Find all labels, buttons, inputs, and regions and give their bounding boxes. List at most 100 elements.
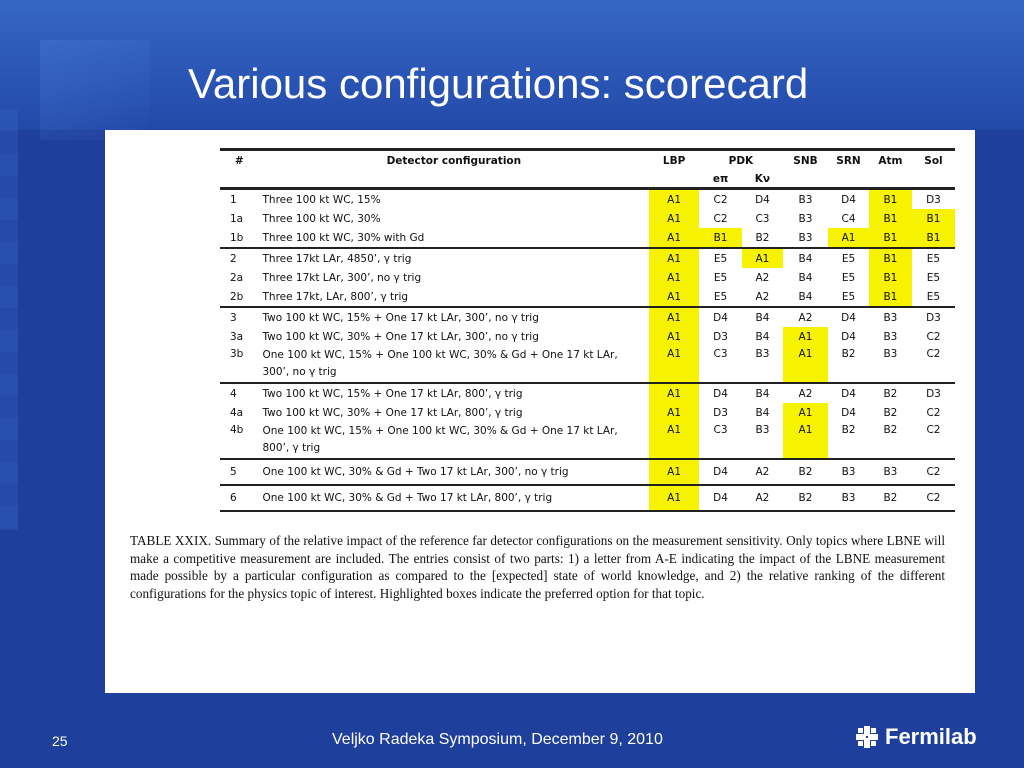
cell-sol: C2 xyxy=(911,459,955,486)
cell-pdk-knu: A2 xyxy=(755,271,770,284)
cell-srn: D4 xyxy=(841,406,856,419)
cell-pdk-knu: C3 xyxy=(755,212,770,225)
slide-title: Various configurations: scorecard xyxy=(188,60,809,107)
row-id: 6 xyxy=(220,484,259,512)
row-id: 4 xyxy=(230,387,237,400)
cell-srn: B2 xyxy=(828,346,869,384)
cell-pdk-knu: B3 xyxy=(742,346,783,384)
row-config: Three 100 kt WC, 30% xyxy=(262,212,381,225)
header-blank xyxy=(220,170,259,190)
cell-lbp: A1 xyxy=(649,248,700,268)
cell-sol: B1 xyxy=(911,228,955,249)
cell-snb: B4 xyxy=(782,287,829,308)
cell-sol: D3 xyxy=(926,193,941,206)
cell-atm: B2 xyxy=(883,387,898,400)
header-srn: SRN xyxy=(828,148,869,170)
cell-snb: A1 xyxy=(782,403,829,422)
cell-pdk-knu: A2 xyxy=(742,287,783,308)
cell-sol: E5 xyxy=(911,287,955,308)
cell-sol: C2 xyxy=(926,406,941,419)
table-row: 2 Three 17kt LAr, 4850’, γ trig A1 E5 A1… xyxy=(220,248,955,268)
cell-pdk-epi: E5 xyxy=(699,287,743,308)
row-id: 2a xyxy=(230,271,244,284)
cell-pdk-epi: D4 xyxy=(713,387,728,400)
header-blank xyxy=(258,170,650,190)
cell-sol: C2 xyxy=(926,330,941,343)
cell-sol: D3 xyxy=(926,311,941,324)
cell-atm: B1 xyxy=(868,188,912,209)
cell-srn: D4 xyxy=(841,193,856,206)
table-caption: TABLE XXIX. Summary of the relative impa… xyxy=(130,533,945,601)
header-pdk-knu: Kν xyxy=(742,170,783,190)
table-row: 2a Three 17kt LAr, 300’, no γ trig A1 E5… xyxy=(220,268,955,287)
header-blank xyxy=(782,170,829,190)
table-row: 1a Three 100 kt WC, 30% A1 C2 C3 B3 C4 B… xyxy=(220,209,955,228)
page-number: 25 xyxy=(52,733,68,749)
cell-srn: E5 xyxy=(841,271,856,284)
cell-pdk-epi: D4 xyxy=(699,484,743,512)
cell-pdk-knu: A2 xyxy=(742,484,783,512)
header-blank xyxy=(911,170,955,190)
cell-lbp: A1 xyxy=(649,346,700,384)
header-blank xyxy=(649,170,700,190)
row-id: 5 xyxy=(220,459,259,486)
cell-atm: B3 xyxy=(868,459,912,486)
cell-pdk-epi: C2 xyxy=(713,193,728,206)
cell-pdk-epi: D3 xyxy=(713,330,728,343)
cell-sol: E5 xyxy=(926,271,941,284)
row-config: Three 17kt LAr, 300’, no γ trig xyxy=(262,271,422,284)
header-pdk-epi: eπ xyxy=(699,170,743,190)
cell-srn: B3 xyxy=(828,484,869,512)
row-id: 1a xyxy=(230,212,244,225)
row-id: 4a xyxy=(230,406,244,419)
table-row: 3 Two 100 kt WC, 15% + One 17 kt LAr, 30… xyxy=(220,307,955,327)
cell-atm: B2 xyxy=(883,406,898,419)
cell-pdk-epi: E5 xyxy=(713,252,728,265)
table-row: 6 One 100 kt WC, 30% & Gd + Two 17 kt LA… xyxy=(220,484,955,512)
header-atm: Atm xyxy=(868,148,912,170)
cell-lbp: A1 xyxy=(649,268,700,287)
footer-text: Veljko Radeka Symposium, December 9, 201… xyxy=(332,731,663,748)
cell-lbp: A1 xyxy=(649,287,700,308)
cell-pdk-epi: B1 xyxy=(699,228,743,249)
table-row: 2b Three 17kt, LAr, 800’, γ trig A1 E5 A… xyxy=(220,287,955,308)
row-config: One 100 kt WC, 30% & Gd + Two 17 kt LAr,… xyxy=(258,484,650,512)
fermilab-logo: Fermilab xyxy=(855,724,977,750)
cell-srn: B2 xyxy=(828,422,869,460)
cell-atm: B2 xyxy=(868,422,912,460)
cell-snb: A1 xyxy=(782,327,829,346)
table-row: 5 One 100 kt WC, 30% & Gd + Two 17 kt LA… xyxy=(220,459,955,486)
cell-pdk-epi: D4 xyxy=(699,459,743,486)
cell-lbp: A1 xyxy=(649,307,700,327)
header-lbp: LBP xyxy=(649,148,700,170)
cell-atm: B1 xyxy=(868,209,912,228)
row-id: 2b xyxy=(220,287,259,308)
table-row: 4 Two 100 kt WC, 15% + One 17 kt LAr, 80… xyxy=(220,383,955,403)
cell-atm: B1 xyxy=(868,268,912,287)
cell-srn: D4 xyxy=(841,311,856,324)
row-id: 1 xyxy=(230,193,237,206)
cell-pdk-knu: B2 xyxy=(742,228,783,249)
cell-snb: B3 xyxy=(798,193,813,206)
row-config: Two 100 kt WC, 15% + One 17 kt LAr, 800’… xyxy=(262,387,523,400)
cell-pdk-epi: D3 xyxy=(713,406,728,419)
cell-pdk-knu: D4 xyxy=(755,193,770,206)
row-id: 2 xyxy=(230,252,237,265)
cell-pdk-knu: A2 xyxy=(742,459,783,486)
cell-snb: A2 xyxy=(798,311,813,324)
cell-atm: B2 xyxy=(868,484,912,512)
cell-snb: A1 xyxy=(782,346,829,384)
cell-snb: B2 xyxy=(782,459,829,486)
row-config: One 100 kt WC, 15% + One 100 kt WC, 30% … xyxy=(258,346,650,384)
cell-srn: C4 xyxy=(841,212,856,225)
cell-lbp: A1 xyxy=(649,422,700,460)
header-sol: Sol xyxy=(911,148,955,170)
logo-text: Fermilab xyxy=(885,724,977,749)
table-row: 4b One 100 kt WC, 15% + One 100 kt WC, 3… xyxy=(220,422,955,460)
cell-pdk-epi: E5 xyxy=(713,271,728,284)
cell-pdk-knu: B3 xyxy=(742,422,783,460)
table-row: 3b One 100 kt WC, 15% + One 100 kt WC, 3… xyxy=(220,346,955,384)
row-config: Three 100 kt WC, 15% xyxy=(262,193,381,206)
row-id: 3a xyxy=(230,330,244,343)
cell-sol: E5 xyxy=(926,252,941,265)
